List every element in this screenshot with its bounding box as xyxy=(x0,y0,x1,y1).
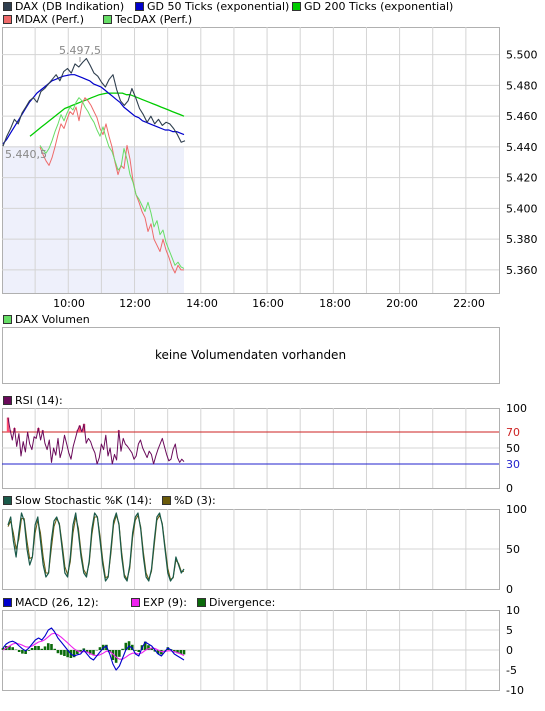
legend-swatch xyxy=(3,315,12,324)
y-tick-label: 50 xyxy=(506,543,520,556)
volume-panel xyxy=(2,327,500,384)
series-line-mdax xyxy=(39,97,184,274)
legend-swatch xyxy=(135,2,144,11)
y-tick-label: 5.480 xyxy=(506,79,538,92)
legend-label: RSI (14): xyxy=(15,393,63,407)
legend-rsi: RSI (14): xyxy=(3,394,63,407)
legend-stoch-d: %D (3): xyxy=(162,494,216,507)
y-tick-label: 5 xyxy=(506,624,513,637)
legend-exp: EXP (9): xyxy=(131,596,187,609)
y-tick-label: 5.420 xyxy=(506,172,538,185)
x-tick-label: 18:00 xyxy=(319,297,351,310)
legend-label: EXP (9): xyxy=(143,595,187,609)
legend-gd50: GD 50 Ticks (exponential) xyxy=(135,0,289,13)
y-tick-label: 0 xyxy=(506,583,513,596)
legend-label: DAX Volumen xyxy=(15,312,90,326)
series-line-gd200 xyxy=(29,92,185,137)
legend-label: DAX (DB Indikation) xyxy=(15,0,125,13)
legend-label: GD 200 Ticks (exponential) xyxy=(304,0,454,13)
legend-swatch xyxy=(3,496,12,505)
series-line-stoch-k xyxy=(7,512,185,582)
y-tick-label: 5.360 xyxy=(506,264,538,277)
legend-volume: DAX Volumen xyxy=(3,313,90,326)
x-tick-label: 12:00 xyxy=(119,297,151,310)
legend-gd200: GD 200 Ticks (exponential) xyxy=(292,0,453,13)
legend-swatch xyxy=(3,396,12,405)
legend-swatch xyxy=(131,598,140,607)
legend-label: GD 50 Ticks (exponential) xyxy=(147,0,290,13)
legend-label: Slow Stochastic %K (14): xyxy=(15,493,153,507)
annotation-high: 5.497,5 xyxy=(59,44,101,57)
y-tick-label: 70 xyxy=(506,426,520,439)
legend-divergence: Divergence: xyxy=(197,596,275,609)
legend-swatch xyxy=(103,15,112,24)
y-tick-label: 5.460 xyxy=(506,110,538,123)
price-area-shade xyxy=(3,146,184,293)
legend-tecdax: TecDAX (Perf.) xyxy=(103,13,192,26)
y-tick-label: 0 xyxy=(506,644,513,657)
y-tick-label: 0 xyxy=(506,482,513,495)
y-tick-label: 10 xyxy=(506,604,520,617)
legend-swatch xyxy=(3,15,12,24)
series-line-macd xyxy=(2,627,185,671)
x-tick-label: 14:00 xyxy=(186,297,218,310)
legend-swatch xyxy=(162,496,171,505)
legend-label: TecDAX (Perf.) xyxy=(115,12,193,26)
legend-label: MACD (26, 12): xyxy=(15,595,99,609)
x-tick-label: 16:00 xyxy=(252,297,284,310)
series-line-dax xyxy=(2,57,186,147)
x-tick-label: 20:00 xyxy=(386,297,418,310)
y-tick-label: 5.380 xyxy=(506,233,538,246)
legend-mdax: MDAX (Perf.) xyxy=(3,13,84,26)
legend-label: Divergence: xyxy=(209,595,276,609)
y-tick-label: 5.400 xyxy=(506,202,538,215)
legend-label: %D (3): xyxy=(174,493,216,507)
annotation-low: 5.440,5 xyxy=(5,148,47,161)
y-tick-label: 100 xyxy=(506,402,527,415)
y-tick-label: -5 xyxy=(506,664,517,677)
legend-swatch xyxy=(197,598,206,607)
y-tick-label: -10 xyxy=(506,684,524,697)
series-line-tecdax xyxy=(39,97,185,269)
legend-macd: MACD (26, 12): xyxy=(3,596,99,609)
series-line-rsi xyxy=(7,417,185,465)
x-tick-label: 22:00 xyxy=(453,297,485,310)
y-tick-label: 30 xyxy=(506,458,520,471)
x-tick-label: 10:00 xyxy=(53,297,85,310)
volume-no-data-message: keine Volumendaten vorhanden xyxy=(154,348,347,362)
y-tick-label: 5.500 xyxy=(506,49,538,62)
legend-swatch xyxy=(3,2,12,11)
legend-stoch-k: Slow Stochastic %K (14): xyxy=(3,494,152,507)
y-tick-label: 100 xyxy=(506,503,527,516)
y-tick-label: 5.440 xyxy=(506,141,538,154)
legend-swatch xyxy=(292,2,301,11)
legend-swatch xyxy=(3,598,12,607)
legend-label: MDAX (Perf.) xyxy=(15,12,85,26)
legend-dax: DAX (DB Indikation) xyxy=(3,0,124,13)
y-tick-label: 50 xyxy=(506,442,520,455)
